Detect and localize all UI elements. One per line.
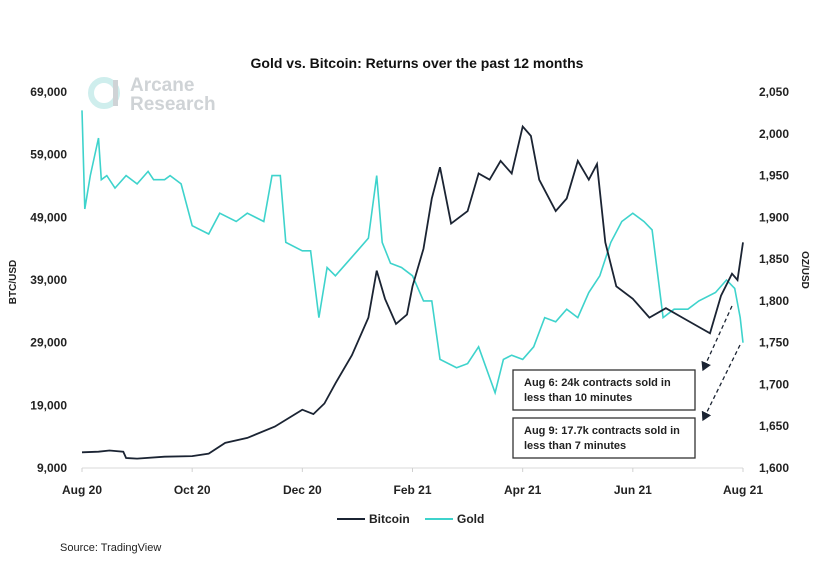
y-left-tick-label: 19,000	[30, 398, 67, 412]
x-tick-label: Oct 20	[174, 483, 211, 497]
x-tick-label: Dec 20	[283, 483, 322, 497]
y-right-tick-label: 1,600	[759, 461, 789, 475]
y-right-tick-label: 1,800	[759, 294, 789, 308]
y-right-tick-label: 1,700	[759, 377, 789, 391]
x-tick-label: Jun 21	[614, 483, 652, 497]
legend: Bitcoin Gold	[337, 512, 484, 526]
x-tick-label: Apr 21	[504, 483, 542, 497]
series-line-bitcoin	[81, 124, 744, 460]
annotation-text: less than 10 minutes	[524, 392, 632, 404]
y-left-tick-label: 59,000	[30, 148, 67, 162]
logo: Arcane Research	[88, 75, 216, 115]
y-right-tick-label: 2,050	[759, 85, 789, 99]
x-tick-label: Feb 21	[393, 483, 431, 497]
legend-label-bitcoin: Bitcoin	[369, 512, 410, 526]
annotation-text: Aug 6: 24k contracts sold in	[524, 377, 671, 389]
source-note: Source: TradingView	[60, 542, 161, 554]
annotation-aug6: Aug 6: 24k contracts sold in less than 1…	[512, 369, 696, 411]
y-left-tick-label: 69,000	[30, 85, 67, 99]
y-left-tick-label: 39,000	[30, 273, 67, 287]
annotation-text: Aug 9: 17.7k contracts sold in	[524, 425, 680, 437]
y-left-tick-label: 9,000	[37, 461, 67, 475]
legend-label-gold: Gold	[457, 512, 484, 526]
x-tick-label: Aug 21	[723, 483, 763, 497]
y-left-tick-label: 29,000	[30, 336, 67, 350]
y-right-tick-label: 1,850	[759, 252, 789, 266]
series-line-gold	[81, 110, 744, 396]
y-right-tick-label: 1,900	[759, 210, 789, 224]
y-axis-left-title: BTC/USD	[8, 260, 19, 304]
y-axis-right-title: OZ/USD	[799, 251, 810, 289]
logo-mark-bar	[113, 80, 118, 106]
x-tick-label: Aug 20	[62, 483, 102, 497]
annotation-box	[512, 369, 696, 411]
logo-text-line2: Research	[130, 94, 216, 115]
y-right-tick-label: 1,650	[759, 419, 789, 433]
y-right-tick-label: 2,000	[759, 127, 789, 141]
chart-title: Gold vs. Bitcoin: Returns over the past …	[251, 55, 584, 71]
annotation-aug9: Aug 9: 17.7k contracts sold in less than…	[512, 417, 696, 459]
y-left-tick-label: 49,000	[30, 210, 67, 224]
annotation-text: less than 7 minutes	[524, 440, 626, 452]
logo-text-line1: Arcane	[130, 75, 194, 96]
annotation-arrow-aug9	[701, 344, 741, 422]
y-right-tick-label: 1,950	[759, 169, 789, 183]
annotation-box	[512, 417, 696, 459]
y-right-tick-label: 1,750	[759, 336, 789, 350]
annotation-arrow-aug6	[701, 305, 733, 372]
